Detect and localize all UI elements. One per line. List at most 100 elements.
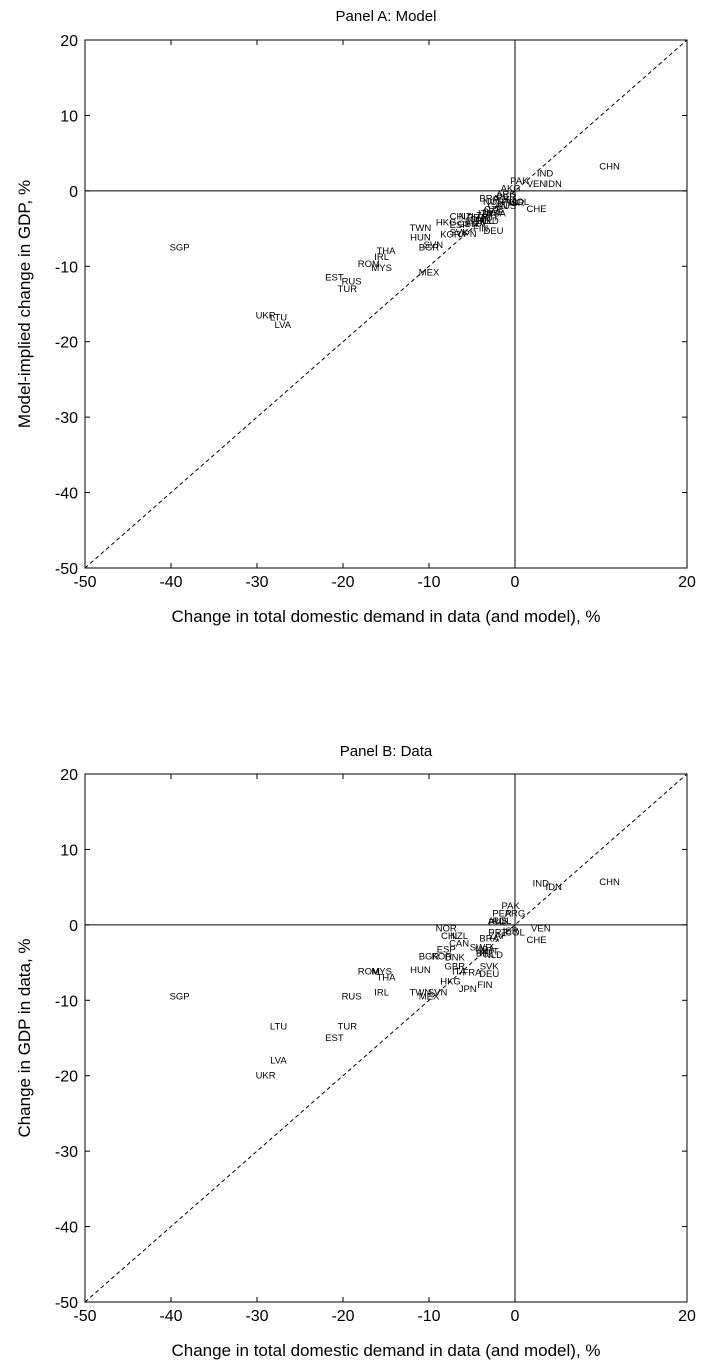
point-label-esp: ESP bbox=[437, 945, 456, 956]
point-label-chl: CHL bbox=[450, 212, 469, 223]
point-label-ind: IND bbox=[537, 169, 554, 180]
point-label-per: PER bbox=[497, 192, 517, 203]
point-label-nor: NOR bbox=[483, 197, 504, 208]
point-label-idn: IDN bbox=[546, 882, 563, 893]
point-label-fin: FIN bbox=[473, 224, 488, 235]
point-label-nor: NOR bbox=[436, 924, 457, 935]
point-label-irl: IRL bbox=[374, 988, 389, 999]
point-label-svk: SVK bbox=[480, 961, 500, 972]
point-label-dnk: DNK bbox=[445, 952, 466, 963]
x-tick-label: -40 bbox=[159, 574, 182, 591]
point-label-ltu: LTU bbox=[270, 313, 287, 324]
y-tick-label: 10 bbox=[60, 842, 78, 859]
diagonal-reference-line bbox=[84, 39, 688, 569]
point-label-ltu: LTU bbox=[270, 1022, 287, 1033]
point-label-che: CHE bbox=[526, 204, 546, 215]
point-label-ukr: UKR bbox=[256, 310, 276, 321]
panel-title: Panel A: Model bbox=[336, 8, 437, 25]
point-label-rom: ROM bbox=[358, 967, 380, 978]
point-label-svk: SVK bbox=[450, 227, 470, 238]
point-label-pol: POL bbox=[493, 916, 512, 927]
point-label-bel: BEL bbox=[476, 949, 494, 960]
point-label-mex: MEX bbox=[419, 992, 440, 1003]
plot-frame bbox=[84, 773, 688, 1303]
point-label-tha: THA bbox=[377, 246, 397, 257]
y-tick-label: 20 bbox=[60, 33, 78, 50]
point-label-est: EST bbox=[325, 273, 344, 284]
point-label-pak: PAK bbox=[502, 901, 521, 912]
point-label-prt: PRT bbox=[488, 927, 507, 938]
y-tick-label: -30 bbox=[55, 1144, 78, 1161]
point-label-ita: ITA bbox=[452, 967, 467, 978]
point-label-zaf: ZAF bbox=[476, 211, 494, 222]
point-label-phl: PHL bbox=[501, 197, 519, 208]
point-label-cze: CZE bbox=[484, 205, 503, 216]
point-label-pol: POL bbox=[493, 195, 512, 206]
point-label-sgp: SGP bbox=[170, 992, 190, 1003]
point-label-bra: BRA bbox=[479, 193, 499, 204]
y-tick-label: -40 bbox=[55, 486, 78, 503]
point-label-nzl: NZL bbox=[459, 212, 477, 223]
point-label-aus: AUS bbox=[497, 201, 517, 212]
point-label-svn: SVN bbox=[428, 988, 448, 999]
point-label-usa: USA bbox=[475, 945, 495, 956]
point-label-gbr: GBR bbox=[445, 961, 466, 972]
point-label-bgr: BGR bbox=[419, 952, 440, 963]
point-label-twn: TWN bbox=[410, 988, 432, 999]
y-tick-label: -10 bbox=[55, 993, 78, 1010]
point-label-esp: ESP bbox=[450, 220, 469, 231]
point-label-sgp: SGP bbox=[170, 242, 190, 253]
point-label-ven: VEN bbox=[527, 179, 547, 190]
point-label-zaf: ZAF bbox=[489, 931, 507, 942]
x-axis-label: Change in total domestic demand in data … bbox=[171, 607, 600, 626]
panel-2: Panel B: Data -50 -40 -30 -20 -10 0 20 20 10 0 -10 -… bbox=[15, 743, 696, 1360]
y-tick-label: 10 bbox=[60, 108, 78, 125]
x-tick-label: 0 bbox=[511, 1308, 520, 1325]
y-tick-label: 0 bbox=[69, 918, 78, 935]
point-label-prt: PRT bbox=[467, 212, 486, 223]
point-label-tur: TUR bbox=[338, 1022, 358, 1033]
point-label-can: CAN bbox=[449, 939, 469, 950]
point-label-deu: DEU bbox=[483, 226, 503, 237]
point-label-swe: SWE bbox=[470, 942, 492, 953]
x-tick-label: -30 bbox=[245, 1308, 268, 1325]
y-tick-label: 20 bbox=[60, 767, 78, 784]
point-label-mex: MEX bbox=[419, 267, 440, 278]
point-label-hun: HUN bbox=[410, 233, 431, 244]
point-label-kor: KOR bbox=[440, 230, 461, 241]
point-label-twn: TWN bbox=[410, 223, 432, 234]
panel-title: Panel B: Data bbox=[340, 743, 433, 760]
point-label-svn: SVN bbox=[424, 240, 444, 251]
point-label-ukr: UKR bbox=[256, 1071, 276, 1082]
point-label-jpn: JPN bbox=[459, 229, 477, 240]
point-label-deu: DEU bbox=[479, 969, 499, 980]
x-tick-label: 20 bbox=[678, 1308, 696, 1325]
point-label-chl: CHL bbox=[441, 931, 460, 942]
x-tick-label: -20 bbox=[331, 1308, 354, 1325]
y-tick-label: 0 bbox=[69, 184, 78, 201]
point-label-aus: AUS bbox=[488, 916, 508, 927]
diagonal-reference-line bbox=[84, 773, 688, 1303]
plot-frame bbox=[84, 39, 688, 569]
point-label-ven: VEN bbox=[531, 924, 551, 935]
x-tick-label: -30 bbox=[245, 574, 268, 591]
point-label-hkg: HKG bbox=[436, 218, 457, 229]
y-axis-label: Model-implied change in GDP, % bbox=[15, 180, 34, 428]
point-label-chn: CHN bbox=[599, 162, 620, 173]
x-axis-label: Change in total domestic demand in data … bbox=[171, 1341, 600, 1360]
point-label-rom: ROM bbox=[358, 259, 380, 270]
point-label-rus: RUS bbox=[342, 276, 362, 287]
point-label-swe: SWE bbox=[483, 207, 505, 218]
point-label-hun: HUN bbox=[410, 965, 431, 976]
point-label-mys: MYS bbox=[371, 263, 392, 274]
point-label-usa: USA bbox=[486, 208, 506, 219]
point-label-fra: FRA bbox=[467, 219, 487, 230]
point-label-rus: RUS bbox=[342, 992, 362, 1003]
point-label-mys: MYS bbox=[371, 967, 392, 978]
x-tick-label: -50 bbox=[73, 1308, 96, 1325]
point-label-tur: TUR bbox=[338, 284, 358, 295]
point-label-hkg: HKG bbox=[440, 976, 461, 987]
y-axis-label: Change in GDP in data, % bbox=[15, 938, 34, 1137]
